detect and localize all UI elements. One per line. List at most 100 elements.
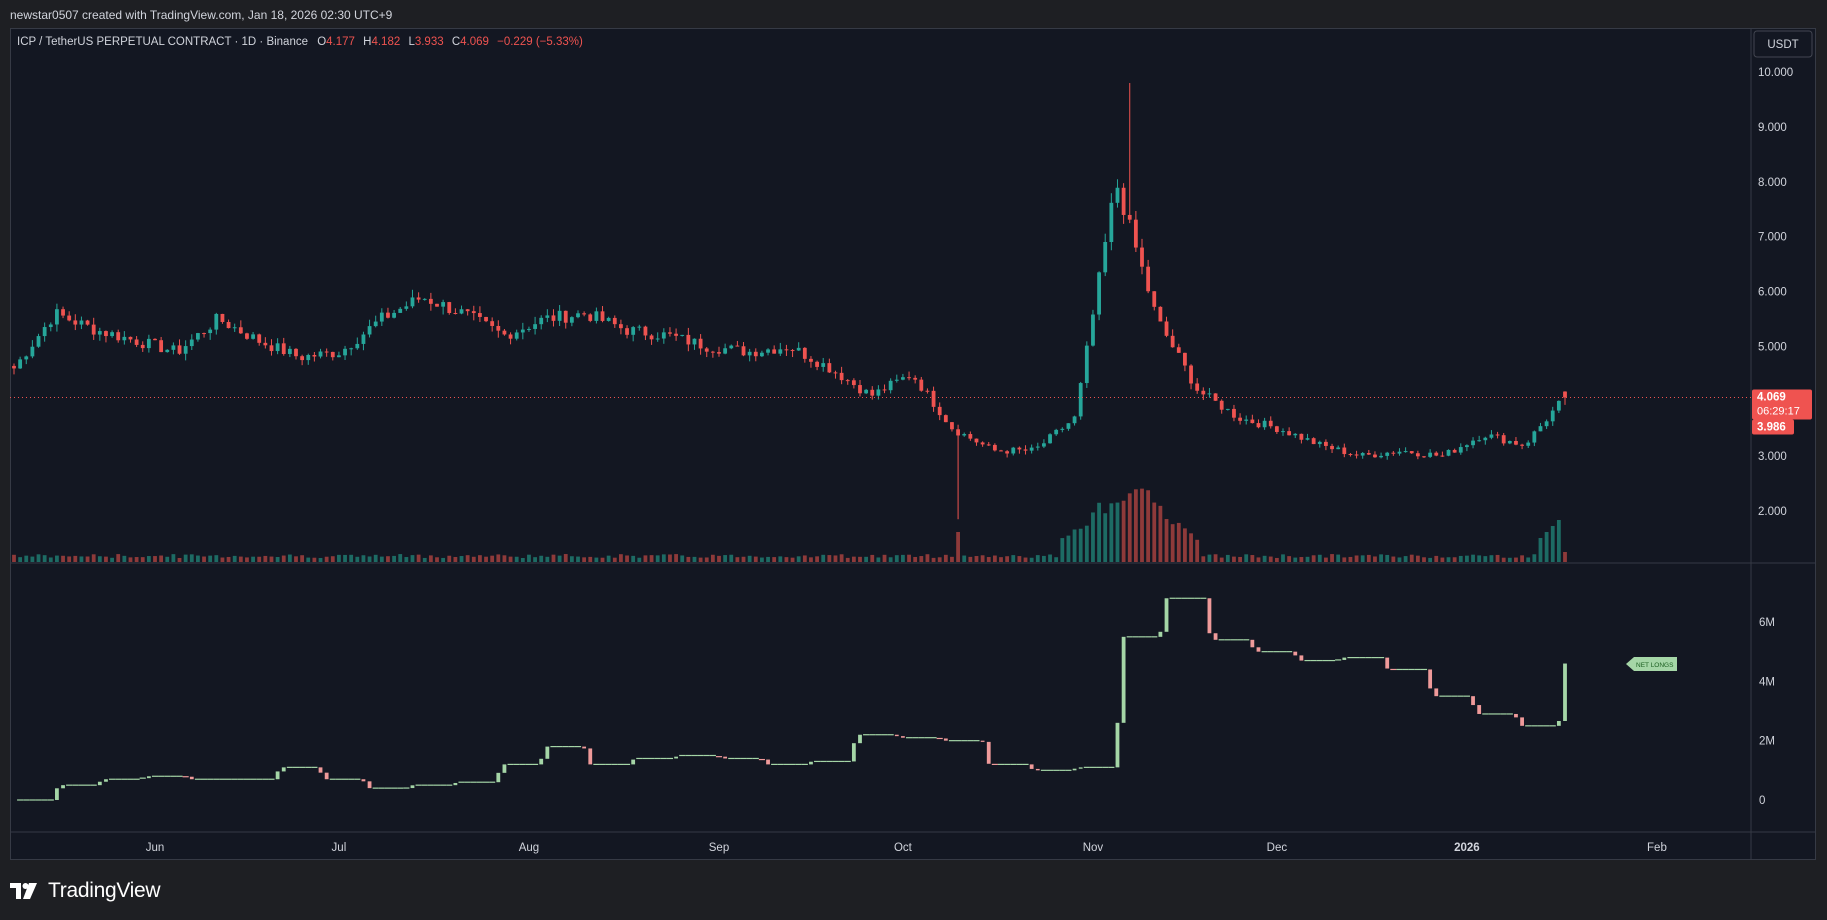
candle-body <box>520 329 525 333</box>
time-tick-label: Aug <box>519 842 539 854</box>
net-longs-bar <box>146 776 151 779</box>
candle-body <box>392 312 396 318</box>
candle-body <box>772 349 777 354</box>
volume-bar <box>1305 556 1310 562</box>
candle-body <box>1121 187 1126 215</box>
net-longs-bar <box>1250 639 1255 648</box>
net-longs-bar <box>723 756 728 759</box>
volume-bar <box>913 556 918 562</box>
volume-bar <box>1097 502 1101 562</box>
net-longs-bar <box>943 738 948 741</box>
candle-body <box>1164 321 1169 336</box>
volume-bar <box>1152 502 1157 562</box>
net-longs-bar <box>55 788 59 800</box>
volume-bar <box>661 554 666 562</box>
candle-body <box>251 334 255 339</box>
bar-countdown-label: 06:29:17 <box>1757 405 1800 417</box>
candle-body <box>300 356 305 361</box>
volume-bar <box>1084 525 1089 562</box>
low-value: 3.933 <box>415 36 444 48</box>
net-longs-bar <box>1029 764 1034 769</box>
volume-bar <box>827 555 832 562</box>
candle-body <box>704 348 709 352</box>
candle-body <box>1232 408 1236 418</box>
candle-body <box>202 333 206 335</box>
time-axis-ticks[interactable]: Jun Jul Aug Sep Oct Nov Dec 2026 Feb <box>146 842 1667 854</box>
volume-bar <box>269 556 274 562</box>
candle-body <box>1225 408 1230 410</box>
candle-body <box>171 345 176 350</box>
price-axis-ticks[interactable]: 10.000 9.000 8.000 7.000 6.000 5.000 3.000 2.00… <box>1758 67 1793 518</box>
candle-body <box>778 349 783 354</box>
volume-bar <box>1348 556 1353 562</box>
volume-bar <box>582 557 587 562</box>
candle-body <box>569 317 574 323</box>
volume-bar <box>1397 557 1402 562</box>
candle-body <box>1311 438 1316 445</box>
net-longs-bar <box>1299 655 1304 661</box>
net-longs-bar <box>1293 651 1298 656</box>
ohlc-legend[interactable]: ICP / TetherUS PERPETUAL CONTRACT · 1D ·… <box>17 36 583 48</box>
currency-label[interactable]: USDT <box>1767 39 1798 51</box>
candle-body <box>686 334 691 345</box>
candle-body <box>404 306 409 309</box>
volume-bar <box>1526 557 1531 562</box>
candle-body <box>741 346 746 356</box>
candle-body <box>1091 314 1095 346</box>
volume-bar <box>839 554 844 562</box>
net-longs-bar <box>361 779 366 782</box>
candle-body <box>1133 219 1138 248</box>
candle-body <box>1544 421 1549 427</box>
net-longs-bar <box>1072 768 1077 771</box>
volume-bar <box>1158 505 1163 562</box>
candle-body <box>1097 272 1101 315</box>
currency-button[interactable] <box>1753 30 1813 58</box>
volume-bar <box>968 556 973 562</box>
volume-bar <box>1103 513 1108 562</box>
volume-bar <box>729 554 734 562</box>
volume-bar <box>1495 554 1500 562</box>
candle-body <box>784 349 789 351</box>
volume-bar <box>1195 539 1200 562</box>
volume-bar <box>73 555 78 562</box>
candle-body <box>1458 447 1463 453</box>
candle-body <box>864 389 869 394</box>
volume-bar <box>245 557 249 562</box>
candle-body <box>606 317 611 321</box>
price-tick-label: 5.000 <box>1758 341 1787 353</box>
net-longs-bar <box>318 767 323 773</box>
price-tick-label: 10.000 <box>1758 67 1793 79</box>
volume-bar <box>379 556 384 562</box>
candle-body <box>1342 447 1347 455</box>
candle-body <box>79 320 84 325</box>
volume-bar <box>214 555 219 562</box>
price-tick-label: 8.000 <box>1758 177 1787 189</box>
candle-body <box>1048 434 1052 444</box>
candle-body <box>1078 383 1083 417</box>
volume-bar <box>1391 556 1396 562</box>
net-longs-bar <box>410 785 415 789</box>
volume-bar <box>956 532 960 562</box>
candle-body <box>36 336 41 347</box>
volume-bar <box>674 554 678 562</box>
candle-body <box>1366 453 1371 455</box>
candle-body <box>760 352 764 357</box>
volume-bar <box>723 555 728 562</box>
symbol-title[interactable]: ICP / TetherUS PERPETUAL CONTRACT · 1D ·… <box>17 36 308 48</box>
volume-bar <box>159 555 164 562</box>
volume-bar <box>1563 552 1567 562</box>
volume-bar <box>1140 488 1144 562</box>
candle-body <box>766 349 770 353</box>
tradingview-logo[interactable]: TradingView <box>10 878 161 904</box>
volume-bar <box>1360 555 1365 562</box>
volume-bar <box>1373 556 1377 562</box>
candle-body <box>625 328 629 335</box>
candle-body <box>919 379 924 391</box>
volume-bar <box>226 556 231 562</box>
candle-body <box>1391 452 1396 454</box>
net-longs-bar <box>588 748 593 765</box>
candle-body <box>189 339 194 347</box>
volume-bar <box>1201 556 1206 562</box>
net-longs-axis-ticks[interactable]: 6M 4M 2M 0 <box>1759 617 1775 807</box>
